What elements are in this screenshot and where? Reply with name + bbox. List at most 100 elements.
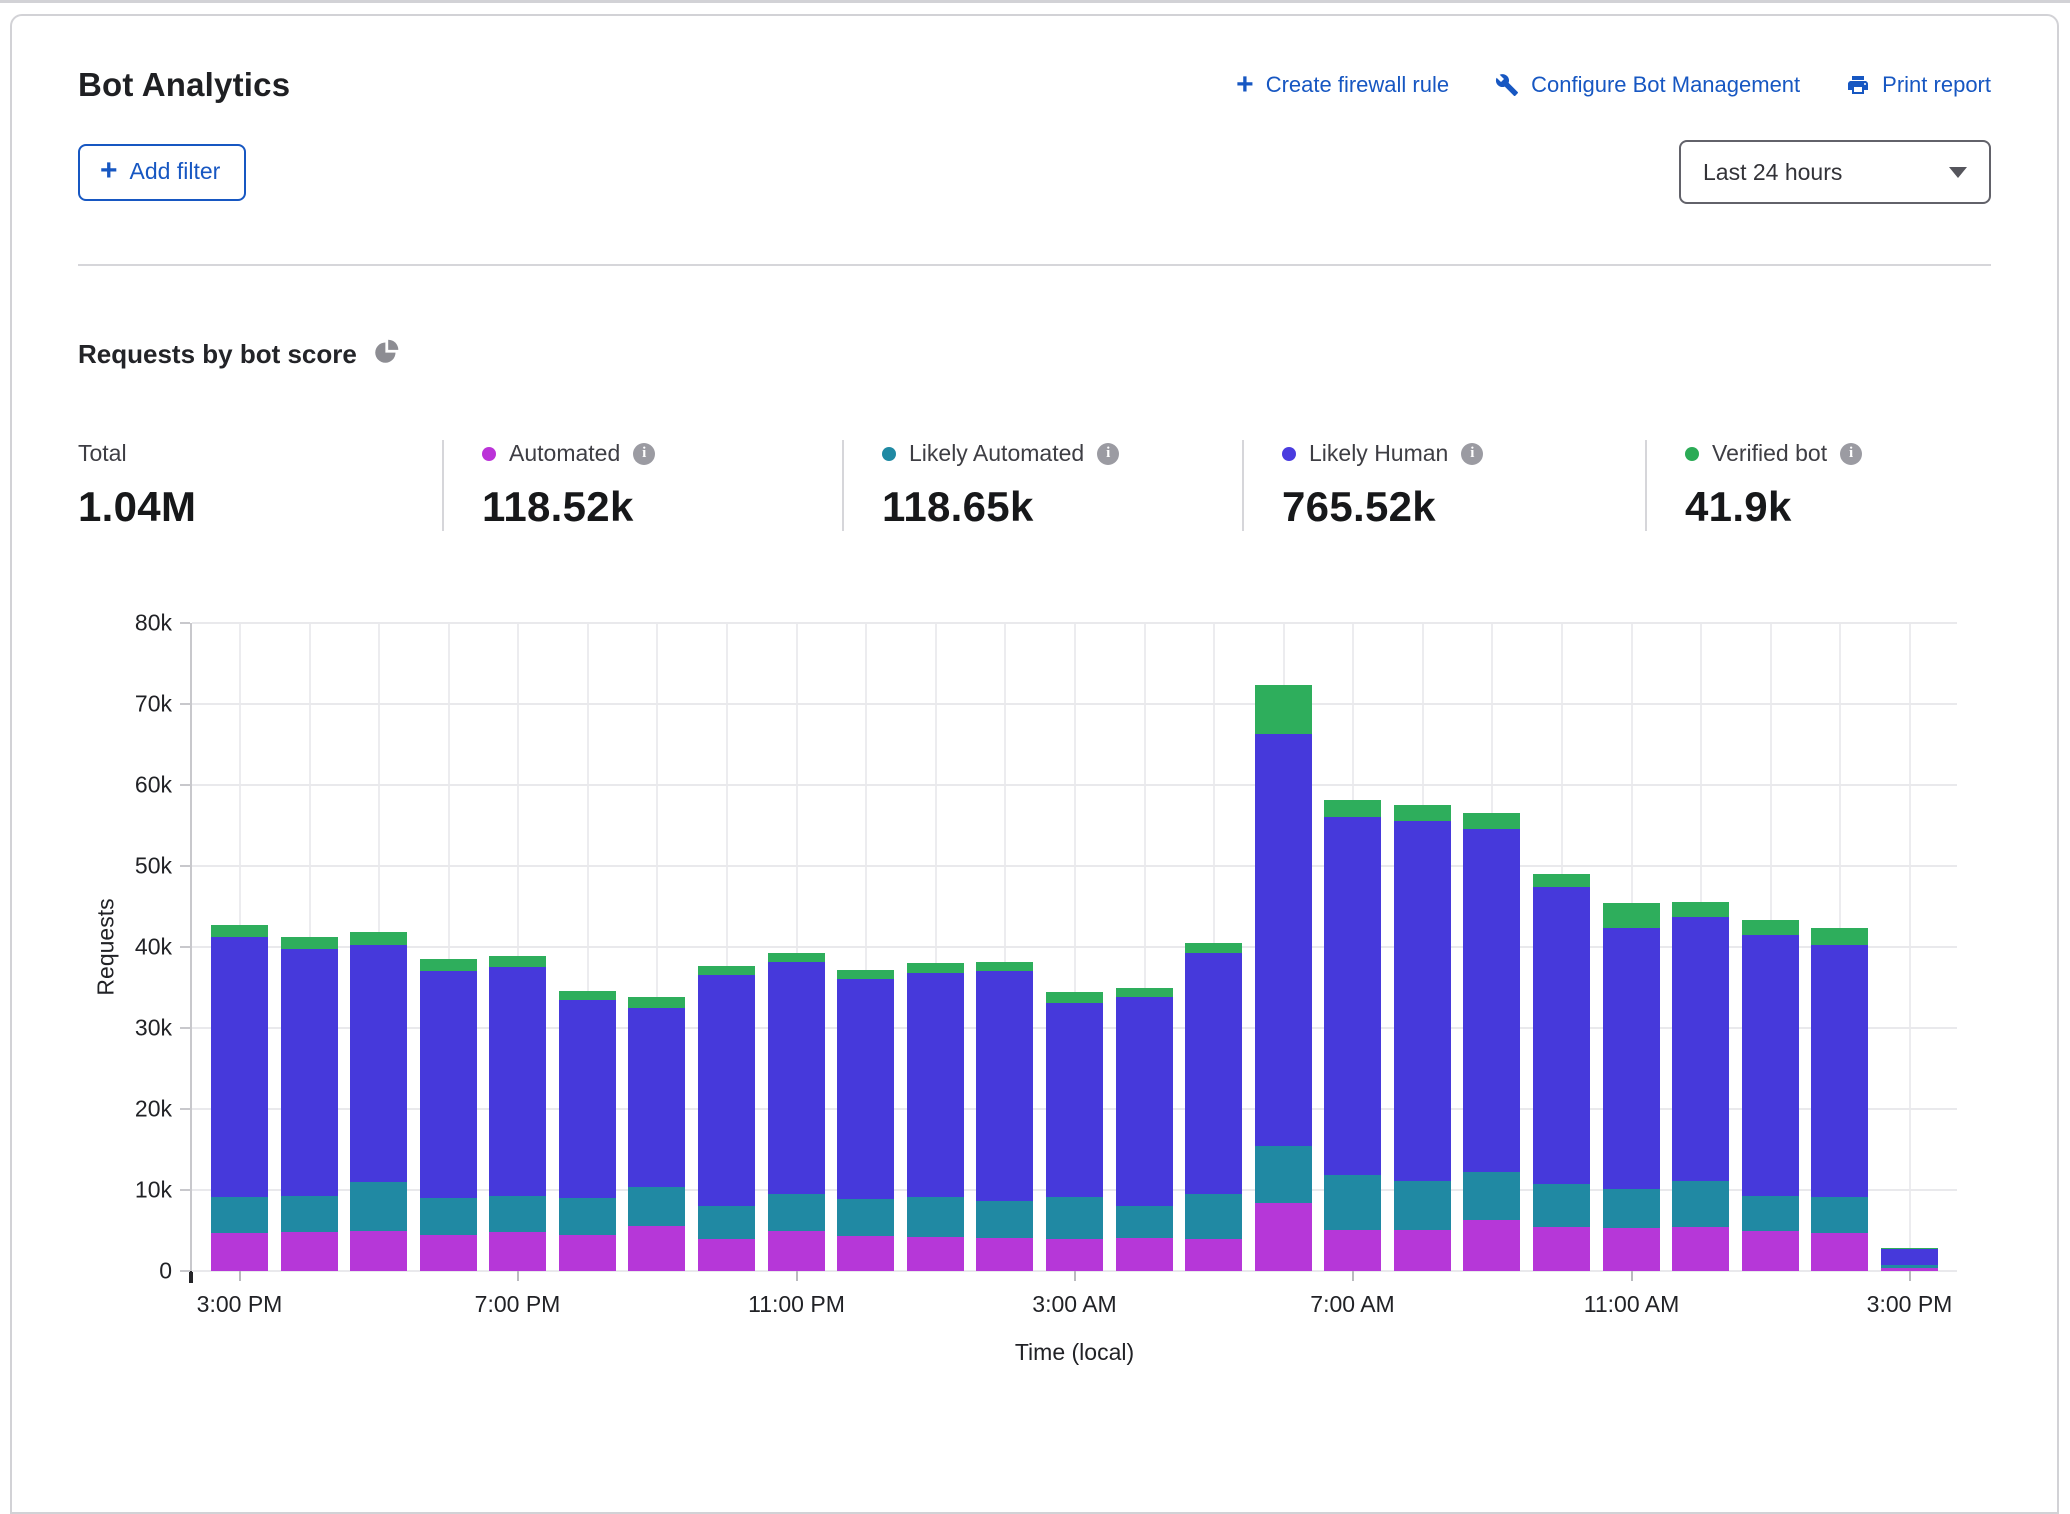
bar-segment-verified_bot — [489, 955, 547, 968]
x-tick — [1073, 1271, 1076, 1281]
chart-bar[interactable] — [628, 623, 686, 1271]
configure-bot-management-label: Configure Bot Management — [1531, 72, 1801, 97]
bar-segment-likely_human — [1254, 734, 1312, 1146]
bar-segment-likely_human — [628, 1007, 686, 1187]
bar-segment-likely_human — [1602, 927, 1660, 1190]
y-axis-line — [190, 623, 192, 1271]
chart-bar[interactable] — [419, 623, 477, 1271]
bar-segment-verified_bot — [1811, 928, 1869, 946]
chart-bar[interactable] — [1254, 623, 1312, 1271]
create-firewall-rule-link[interactable]: + Create firewall rule — [1236, 70, 1449, 100]
bar-segment-likely_automated — [489, 1195, 547, 1233]
stat-automated-value: 118.52k — [482, 483, 634, 530]
bar-segment-likely_automated — [1880, 1264, 1938, 1268]
likely-human-dot — [1282, 446, 1296, 461]
info-icon[interactable]: i — [1097, 442, 1120, 465]
bar-segment-likely_human — [1532, 887, 1590, 1185]
x-tick-label: 3:00 PM — [1866, 1291, 1953, 1317]
y-tick — [180, 703, 190, 705]
bar-segment-likely_automated — [280, 1195, 338, 1233]
bar-segment-verified_bot — [350, 932, 408, 945]
chart-bar[interactable] — [1115, 623, 1173, 1271]
chart-bar[interactable] — [698, 623, 756, 1271]
automated-dot — [482, 446, 496, 461]
chart-bar[interactable] — [906, 623, 964, 1271]
bar-segment-automated — [1741, 1231, 1799, 1271]
chart-bar[interactable] — [767, 623, 825, 1271]
bar-segment-automated — [906, 1237, 964, 1271]
section-title: Requests by bot score — [78, 338, 357, 369]
chart-bar[interactable] — [1532, 623, 1590, 1271]
chart-bar[interactable] — [1185, 623, 1243, 1271]
info-icon[interactable]: i — [1840, 442, 1863, 465]
bar-segment-likely_automated — [628, 1186, 686, 1227]
chart-bar[interactable] — [1393, 623, 1451, 1271]
print-report-link[interactable]: Print report — [1846, 72, 1991, 98]
info-icon[interactable]: i — [633, 442, 656, 465]
x-tick — [1630, 1271, 1633, 1281]
x-tick — [1908, 1271, 1911, 1281]
chart-bar[interactable] — [1602, 623, 1660, 1271]
stat-verified-bot: Verified bot i 41.9k — [1645, 440, 1991, 531]
bar-segment-likely_human — [1811, 945, 1869, 1198]
chart-bar[interactable] — [1463, 623, 1521, 1271]
bar-segment-verified_bot — [1045, 992, 1103, 1003]
stat-likely-human-label: Likely Human — [1309, 440, 1449, 466]
stat-likely-automated-value: 118.65k — [882, 483, 1034, 530]
y-tick — [180, 1270, 190, 1272]
chart-bar[interactable] — [1045, 623, 1103, 1271]
chart-bar[interactable] — [558, 623, 616, 1271]
info-icon[interactable]: i — [1461, 442, 1484, 465]
bar-segment-likely_human — [1741, 934, 1799, 1196]
chart-bar[interactable] — [280, 623, 338, 1271]
chart-bar[interactable] — [1324, 623, 1382, 1271]
chart-bar[interactable] — [1672, 623, 1730, 1271]
bar-segment-verified_bot — [1463, 812, 1521, 829]
chart-bar[interactable] — [489, 623, 547, 1271]
bar-segment-likely_automated — [906, 1197, 964, 1237]
chart-bar[interactable] — [976, 623, 1034, 1271]
chart-bar[interactable] — [1811, 623, 1869, 1271]
bar-segment-likely_automated — [558, 1198, 616, 1236]
chart-bar[interactable] — [1741, 623, 1799, 1271]
bar-segment-likely_automated — [976, 1200, 1034, 1238]
y-tick — [180, 1027, 190, 1029]
chart-plot: Requests Time (local) 0 10k 20k 30k 40k 50k 60… — [93, 610, 1957, 1365]
bar-segment-likely_human — [558, 999, 616, 1199]
bar-segment-likely_automated — [837, 1198, 895, 1237]
plus-icon: + — [100, 154, 118, 187]
bar-segment-likely_human — [698, 975, 756, 1207]
add-filter-button[interactable]: + Add filter — [78, 143, 247, 201]
bar-segment-verified_bot — [1741, 919, 1799, 935]
bar-segment-verified_bot — [1672, 902, 1730, 918]
bar-segment-automated — [1324, 1229, 1382, 1271]
chart-bar[interactable] — [1880, 623, 1938, 1271]
bar-segment-automated — [350, 1230, 408, 1271]
y-axis-zero-tick — [189, 1271, 193, 1283]
stats-row: Total 1.04M Automated i 118.52k Likely A… — [78, 440, 1991, 531]
bar-segment-likely_automated — [767, 1194, 825, 1232]
gridline — [192, 946, 1957, 948]
bar-segment-likely_human — [976, 971, 1034, 1201]
stat-verified-bot-label: Verified bot — [1712, 440, 1828, 466]
chart-bar[interactable] — [211, 623, 268, 1271]
bar-segment-verified_bot — [280, 937, 338, 949]
chart-bar[interactable] — [350, 623, 408, 1271]
configure-bot-management-link[interactable]: Configure Bot Management — [1495, 72, 1800, 98]
bar-segment-likely_automated — [1463, 1172, 1521, 1220]
chart-bar[interactable] — [837, 623, 895, 1271]
y-tick-label: 0 — [159, 1257, 172, 1284]
bar-segment-likely_human — [350, 944, 408, 1182]
bar-segment-verified_bot — [1880, 1248, 1938, 1250]
bar-segment-automated — [1393, 1229, 1451, 1271]
bar-segment-likely_automated — [1532, 1184, 1590, 1228]
stat-total: Total 1.04M — [78, 440, 442, 531]
bar-segment-likely_human — [1672, 917, 1730, 1182]
bar-segment-automated — [1880, 1267, 1938, 1271]
time-range-select[interactable]: Last 24 hours — [1679, 140, 1991, 204]
bar-segment-likely_automated — [1324, 1174, 1382, 1230]
bar-segment-likely_automated — [1115, 1206, 1173, 1238]
bar-segment-verified_bot — [1185, 942, 1243, 953]
bar-segment-likely_human — [489, 967, 547, 1196]
bar-segment-automated — [558, 1235, 616, 1271]
